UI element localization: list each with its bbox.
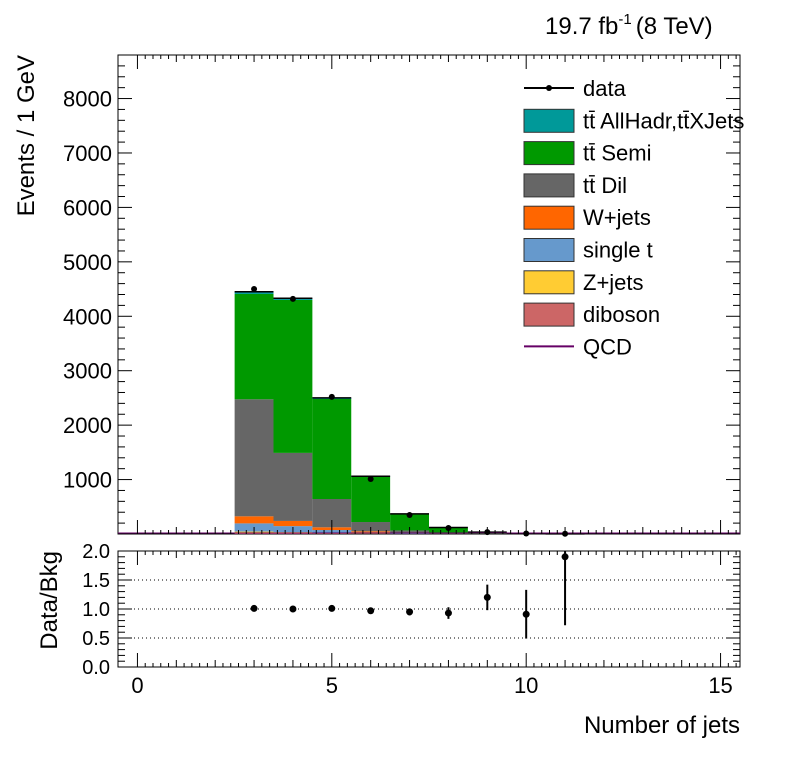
x-axis-label: Number of jets — [584, 712, 740, 739]
legend-label: single t — [583, 238, 653, 263]
y-tick-label: 3000 — [63, 359, 112, 384]
y-tick-label: 7000 — [63, 141, 112, 166]
legend-label: data — [583, 76, 627, 101]
legend-item: tt̄ Semi — [523, 141, 651, 166]
legend-label: W+jets — [583, 205, 651, 230]
legend-label: tt̄ AllHadr,tt̄XJets — [583, 108, 744, 133]
data-point — [367, 476, 374, 483]
x-tick-label: 15 — [708, 673, 732, 698]
bar-w-jets-bin-0 — [234, 516, 274, 524]
legend-item: single t — [523, 238, 653, 263]
legend-label: tt̄ Semi — [583, 141, 651, 166]
y-tick-label: 2000 — [63, 413, 112, 438]
bar-tt-dil-bin-3 — [351, 522, 391, 532]
legend-label: tt̄ Dil — [583, 173, 627, 198]
bar-tt-semi-bin-3 — [351, 476, 391, 523]
data-point — [406, 511, 413, 518]
legend-item: W+jets — [523, 205, 651, 230]
ratio-y-tick-label: 0.0 — [82, 657, 110, 679]
bar-tt-dil-bin-1 — [273, 452, 313, 521]
y-tick-label: 8000 — [63, 87, 112, 112]
ratio-y-tick-label: 1.0 — [82, 599, 110, 621]
legend-swatch — [523, 108, 575, 133]
energy-label: (8 TeV) — [636, 13, 713, 40]
stacked-bars — [118, 291, 740, 535]
bar-tt-semi-bin-0 — [234, 293, 274, 400]
ratio-y-tick-label: 1.5 — [82, 570, 110, 592]
legend-swatch — [523, 141, 575, 166]
legend-item: data — [524, 76, 627, 101]
ratio-point — [444, 609, 452, 617]
data-point — [251, 286, 258, 293]
x-tick-labels: 0 5 10 15 — [131, 673, 732, 698]
legend-label: QCD — [583, 334, 632, 359]
main-ticks — [118, 55, 740, 534]
y-tick-label: 1000 — [63, 468, 112, 493]
legend-item: QCD — [524, 334, 632, 359]
ratio-point — [561, 553, 569, 561]
y-tick-label: 6000 — [63, 195, 112, 220]
ratio-plot-panel: 0.0 0.5 1.0 1.5 2.0 0 5 10 15 Data/Bkg Number o… — [36, 541, 741, 739]
legend-label: Z+jets — [583, 270, 644, 295]
legend-swatch — [523, 270, 575, 295]
bar-tt-semi-bin-4 — [390, 514, 429, 531]
x-tick-label: 10 — [514, 673, 538, 698]
ratio-point — [483, 593, 491, 601]
legend-marker — [546, 85, 552, 91]
ratio-ticks — [118, 551, 740, 667]
x-tick-label: 5 — [326, 673, 338, 698]
bar-w-jets-bin-1 — [273, 520, 313, 527]
lumi-exponent: -1 — [618, 11, 631, 28]
data-point — [328, 393, 335, 400]
main-y-axis-label: Events / 1 GeV — [13, 55, 40, 216]
y-tick-label: 4000 — [63, 304, 112, 329]
legend-item: Z+jets — [523, 270, 644, 295]
ratio-grid — [118, 579, 740, 639]
ratio-y-tick-labels: 0.0 0.5 1.0 1.5 2.0 — [82, 541, 110, 679]
legend-swatch — [523, 302, 575, 327]
legend-swatch — [523, 173, 575, 198]
y-tick-label: 5000 — [63, 250, 112, 275]
data-point — [289, 295, 296, 302]
legend-item: tt̄ AllHadr,tt̄XJets — [523, 108, 744, 133]
data-points — [251, 286, 569, 537]
ratio-point — [250, 604, 258, 612]
legend-swatch — [523, 205, 575, 230]
ratio-point — [289, 605, 297, 613]
lumi-label: 19.7 fb-1 (8 TeV) — [545, 11, 713, 40]
ratio-y-tick-label: 0.5 — [82, 628, 110, 650]
main-plot-panel: 1000 2000 3000 4000 5000 6000 7000 8000 Events … — [13, 54, 744, 537]
x-tick-label: 0 — [131, 673, 143, 698]
bar-tt-semi-bin-2 — [312, 399, 352, 500]
bar-tt-dil-bin-0 — [234, 399, 274, 517]
legend-item: diboson — [523, 302, 660, 327]
bar-tt-allhadr-tt-xjets-bin-0 — [234, 291, 274, 294]
ratio-y-axis-label: Data/Bkg — [36, 551, 63, 650]
ratio-point — [328, 604, 336, 612]
ratio-points — [250, 551, 569, 639]
legend-label: diboson — [583, 302, 660, 327]
main-y-tick-labels: 1000 2000 3000 4000 5000 6000 7000 8000 — [63, 87, 112, 493]
ratio-point — [522, 610, 530, 618]
legend-item: tt̄ Dil — [523, 173, 627, 198]
ratio-point — [406, 608, 414, 616]
legend: data tt̄ AllHadr,tt̄XJets tt̄ Semi tt̄ Dil W… — [523, 76, 744, 359]
bar-tt-semi-bin-1 — [273, 299, 313, 453]
ratio-point — [367, 607, 375, 615]
ratio-y-tick-label: 2.0 — [82, 541, 110, 563]
legend-swatch — [523, 238, 575, 262]
